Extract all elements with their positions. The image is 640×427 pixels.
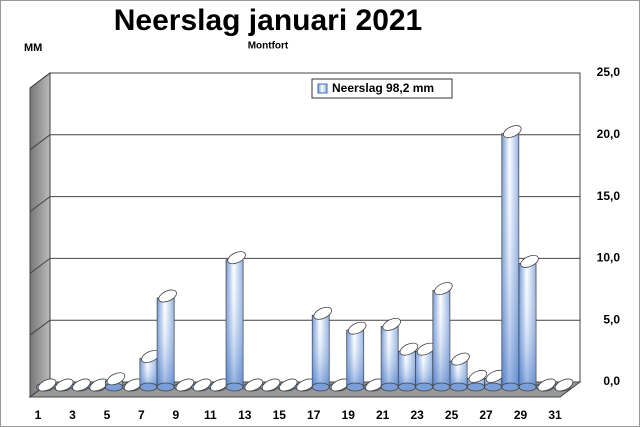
y-tick-label: 15,0 [597,189,621,203]
bar-top [503,125,522,139]
bar-base [501,382,520,392]
bar-top [537,378,557,392]
bar-shade [226,259,244,387]
x-tick-label: 27 [479,408,493,422]
bar-shade [501,133,519,387]
bar-top [158,289,177,303]
bar-base [225,382,244,392]
bar-top [106,372,126,386]
bar-top [37,378,57,392]
y-tick-label: 5,0 [603,312,620,326]
subtitle: Montfort [248,41,289,52]
bar-top [244,378,264,392]
x-tick-label: 23 [410,408,424,422]
bar-base [415,382,434,392]
x-tick-label: 7 [138,408,145,422]
bar-base [156,382,175,392]
y-tick-label: 0,0 [603,374,620,388]
y-tick-label: 20,0 [597,127,621,141]
left-wall [29,72,51,398]
bar-top [434,282,453,296]
grid-line-wall [29,257,51,274]
bar-top [261,378,281,392]
x-tick-label: 19 [342,408,356,422]
x-tick-label: 13 [238,408,252,422]
bar-top [175,378,195,392]
bar-shade [519,263,537,387]
grid-line-wall [29,196,51,213]
bar-top [279,378,298,392]
bar-top [451,352,470,366]
x-tick-label: 11 [204,408,217,422]
x-tick-label: 1 [35,408,42,422]
bar-base [484,382,502,392]
bar-shade [381,326,399,387]
bar-top [399,342,419,356]
bar-base [518,382,537,392]
bar-shade [312,315,330,387]
bar-shade [346,330,364,387]
bar-top [227,251,246,265]
legend-label: Neerslag 98,2 mm [332,81,434,95]
bar-top [313,306,332,320]
bar-shade [432,290,450,387]
bar-shade [398,351,416,387]
grid-line-wall [29,319,51,336]
grid-line-wall [29,134,51,151]
x-tick-label: 17 [307,408,321,422]
chart-title: Neerslag januari 2021 [114,4,423,37]
bar-top [54,378,74,392]
bar-base [346,382,365,392]
bar-base [380,382,399,392]
y-axis-label: MM [24,42,42,54]
bar-base [466,382,485,392]
bar-base [311,382,330,392]
bar-top [520,254,539,268]
x-tick-label: 3 [69,408,76,422]
y-tick-label: 10,0 [597,251,621,265]
x-tick-label: 21 [376,408,390,422]
bar-base [139,382,158,392]
legend: Neerslag 98,2 mm [311,78,453,99]
bar-base [397,382,416,392]
legend-box [311,78,453,99]
bar-base [449,382,468,392]
bar-shade [450,361,468,387]
y-tick-label: 25,0 [597,65,621,79]
x-tick-label: 29 [514,408,528,422]
bar-base [432,382,451,392]
bar-top [382,317,401,331]
bar-top [192,378,212,392]
bar-top [347,321,367,335]
bar-shade [415,351,433,387]
x-tick-label: 31 [548,408,562,422]
bar-top [554,378,574,392]
x-tick-label: 5 [104,408,111,422]
grid-line-wall [29,72,51,89]
x-tick-label: 15 [273,408,287,422]
bar-top [468,369,488,383]
x-tick-label: 25 [445,408,459,422]
bar-shade [139,358,157,387]
bar-top [72,378,91,392]
legend-swatch [317,83,328,94]
x-tick-label: 9 [173,408,180,422]
bar-shade [157,298,175,387]
